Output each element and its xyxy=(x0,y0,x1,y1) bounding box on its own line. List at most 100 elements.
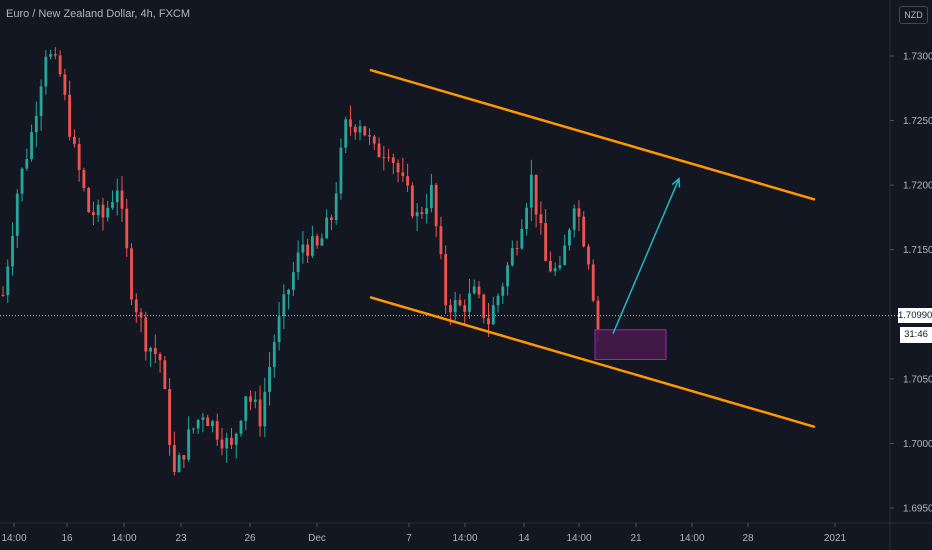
candle-body xyxy=(382,157,386,159)
candle-body xyxy=(548,260,552,272)
candle-body xyxy=(596,300,600,330)
candle-body xyxy=(282,294,286,317)
symbol-title: Euro / New Zealand Dollar, 4h, FXCM xyxy=(6,8,191,20)
candle-body xyxy=(577,208,581,217)
candle-body xyxy=(244,396,248,421)
candle-body xyxy=(534,174,538,215)
candle-body xyxy=(87,188,91,213)
candle-body xyxy=(53,54,57,56)
candle-body xyxy=(11,235,14,267)
candle-body xyxy=(529,174,533,208)
candle-body xyxy=(334,193,338,221)
candle-body xyxy=(306,244,310,256)
candle-body xyxy=(253,399,257,402)
candle-body xyxy=(429,184,433,209)
candle-body xyxy=(368,135,371,137)
candle-body xyxy=(44,56,48,87)
candle-body xyxy=(591,264,595,301)
candle-body xyxy=(387,157,390,159)
candle-body xyxy=(582,216,586,247)
candle-body xyxy=(301,244,305,253)
candle-body xyxy=(144,317,148,352)
candle-body xyxy=(263,391,267,427)
candle-body xyxy=(34,115,38,133)
price-tick-label: 1.69500 xyxy=(903,504,932,515)
time-tick-label: 14:00 xyxy=(111,533,136,544)
candle-body xyxy=(258,399,262,427)
candle-body xyxy=(482,294,486,319)
candle-body xyxy=(239,420,243,434)
candle-body xyxy=(215,421,219,440)
target-arrow-line[interactable] xyxy=(612,178,680,334)
candle-body xyxy=(434,184,438,227)
candle-body xyxy=(77,143,81,170)
candle-body xyxy=(1,294,5,296)
candle-body xyxy=(101,204,105,218)
candle-body xyxy=(401,172,405,177)
candle-body xyxy=(349,119,352,127)
candle-body xyxy=(120,190,124,209)
candle-body xyxy=(296,252,300,273)
candle-body xyxy=(272,342,276,367)
time-tick-label: Dec xyxy=(308,533,326,544)
candle-body xyxy=(510,248,514,266)
drawings-layer[interactable] xyxy=(369,68,816,428)
demand-zone-rect[interactable] xyxy=(594,329,667,360)
candle-body xyxy=(25,159,29,169)
target-arrow-head[interactable] xyxy=(671,177,681,188)
candle-body xyxy=(111,202,114,208)
time-tick-label: 2021 xyxy=(824,533,847,544)
candle-body xyxy=(320,238,324,246)
candle-body xyxy=(115,190,119,203)
candle-body xyxy=(30,132,33,160)
candle-body xyxy=(458,300,462,306)
channel-lower-line[interactable] xyxy=(369,296,816,428)
candle-body xyxy=(363,126,367,136)
candle-body xyxy=(377,143,381,158)
candle-body xyxy=(130,248,133,300)
candle-body xyxy=(372,136,376,144)
candle-body xyxy=(168,389,172,446)
candle-body xyxy=(72,136,76,144)
candle-body xyxy=(477,286,481,295)
candle-body xyxy=(291,272,295,290)
time-tick-label: 28 xyxy=(742,533,754,544)
time-tick-label: 14:00 xyxy=(452,533,477,544)
time-tick-label: 16 xyxy=(61,533,73,544)
candle-body xyxy=(177,455,181,472)
candle-body xyxy=(172,445,176,472)
candle-body xyxy=(96,204,100,216)
candle-body xyxy=(163,360,167,390)
currency-button[interactable]: NZD xyxy=(899,6,928,24)
candle-body xyxy=(211,421,214,427)
candle-body xyxy=(249,396,252,402)
candle-body xyxy=(182,455,186,460)
channel-upper-line[interactable] xyxy=(369,68,816,201)
candle-body xyxy=(125,208,129,249)
candle-body xyxy=(106,207,110,218)
candle-body xyxy=(68,94,72,137)
candle-body xyxy=(515,248,519,250)
candle-body xyxy=(15,193,19,236)
candle-body xyxy=(344,119,348,148)
candle-body xyxy=(49,54,53,57)
candle-body xyxy=(463,305,467,312)
candle-body xyxy=(287,289,291,295)
time-tick-label: 23 xyxy=(175,533,187,544)
candle-body xyxy=(525,207,529,229)
candle-body xyxy=(439,226,443,255)
price-tick-label: 1.70000 xyxy=(903,439,932,450)
candle-body xyxy=(315,236,319,246)
candle-body xyxy=(468,293,471,312)
candle-body xyxy=(134,299,138,313)
candle-body xyxy=(572,208,576,230)
candle-body xyxy=(20,168,24,194)
candle-body xyxy=(58,55,62,75)
candle-body xyxy=(201,417,205,421)
candle-body xyxy=(353,126,357,133)
candle-body xyxy=(391,157,395,163)
candle-body xyxy=(153,347,157,355)
candle-body xyxy=(449,305,452,313)
